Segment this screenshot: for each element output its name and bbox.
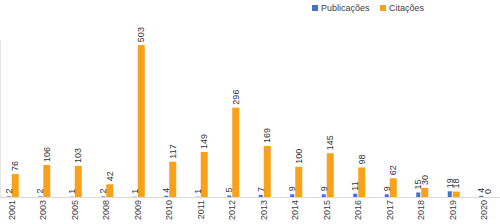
bar <box>416 192 420 197</box>
bar <box>448 191 452 197</box>
data-label: 98 <box>357 154 367 164</box>
data-label: 62 <box>388 165 398 175</box>
data-label: 9 <box>319 186 329 191</box>
data-label: 100 <box>294 149 304 164</box>
data-label: 42 <box>105 171 115 181</box>
legend-swatch <box>312 5 318 11</box>
bar <box>290 194 294 197</box>
data-label: 149 <box>199 134 209 149</box>
data-label: 117 <box>168 144 178 158</box>
bar <box>196 196 200 197</box>
bar <box>484 197 491 198</box>
x-tick-label: 2009 <box>133 200 143 220</box>
data-label: 9 <box>287 186 297 191</box>
data-label: 30 <box>420 175 430 185</box>
bar <box>322 194 326 197</box>
bar <box>232 108 239 197</box>
bar <box>227 195 231 197</box>
x-tick-label: 2015 <box>322 200 332 220</box>
x-axis-line <box>0 197 500 198</box>
bar <box>295 167 302 197</box>
bar <box>101 196 105 197</box>
x-tick-label: 2012 <box>227 200 237 220</box>
data-label: 2 <box>35 188 45 193</box>
x-tick-label: 2005 <box>70 200 80 220</box>
data-labels: 2212141579911915194761061034250311714929… <box>4 27 493 194</box>
data-label: 2 <box>98 188 108 193</box>
x-tick-label: 2017 <box>385 200 395 220</box>
x-tick-label: 2016 <box>353 200 363 220</box>
x-tick-label: 2011 <box>196 200 206 219</box>
x-tick-label: 2020 <box>479 200 489 220</box>
data-label: 7 <box>256 187 266 192</box>
bar <box>164 196 168 197</box>
data-label: 1 <box>130 189 140 194</box>
bar <box>138 45 145 197</box>
data-label: 296 <box>231 90 241 105</box>
bars <box>7 45 484 197</box>
data-label: 76 <box>10 161 20 171</box>
x-tick-label: 2014 <box>290 200 300 220</box>
data-label: 169 <box>262 128 272 143</box>
legend-swatch <box>380 5 386 11</box>
bar <box>70 196 74 197</box>
bar <box>353 194 357 197</box>
legend-label: Publicações <box>321 3 370 13</box>
data-label: 5 <box>224 187 234 192</box>
data-label: 2 <box>4 188 14 193</box>
data-label: 503 <box>136 27 146 42</box>
data-label: 4 <box>161 188 171 193</box>
chart-svg: 2212141579911915194761061034250311714929… <box>0 0 500 224</box>
data-label: 145 <box>325 135 335 150</box>
x-tick-label: 2010 <box>164 200 174 220</box>
legend: Publicações Citações <box>312 3 425 13</box>
data-label: 9 <box>382 186 392 191</box>
bar <box>7 196 11 197</box>
bar <box>259 195 263 197</box>
data-label: 0 <box>483 189 493 194</box>
x-tick-label: 2018 <box>416 200 426 220</box>
x-tick-label: 2008 <box>101 200 111 220</box>
bar <box>385 194 389 197</box>
bar <box>453 192 460 197</box>
data-label: 1 <box>193 189 203 194</box>
y-axis-line <box>0 40 1 197</box>
data-label: 18 <box>451 179 461 189</box>
x-tick-label: 2019 <box>448 200 458 220</box>
bar <box>479 196 483 197</box>
x-tick-label: 2003 <box>38 200 48 220</box>
chart-container: 2212141579911915194761061034250311714929… <box>0 0 500 224</box>
x-tick-label: 2001 <box>7 200 17 220</box>
data-label: 103 <box>73 148 83 163</box>
data-label: 11 <box>350 181 360 190</box>
data-label: 106 <box>42 147 52 162</box>
x-tick-label: 2013 <box>259 200 269 220</box>
bar <box>133 196 137 197</box>
data-label: 1 <box>67 189 77 194</box>
bar <box>38 196 42 197</box>
legend-label: Citações <box>389 3 425 13</box>
